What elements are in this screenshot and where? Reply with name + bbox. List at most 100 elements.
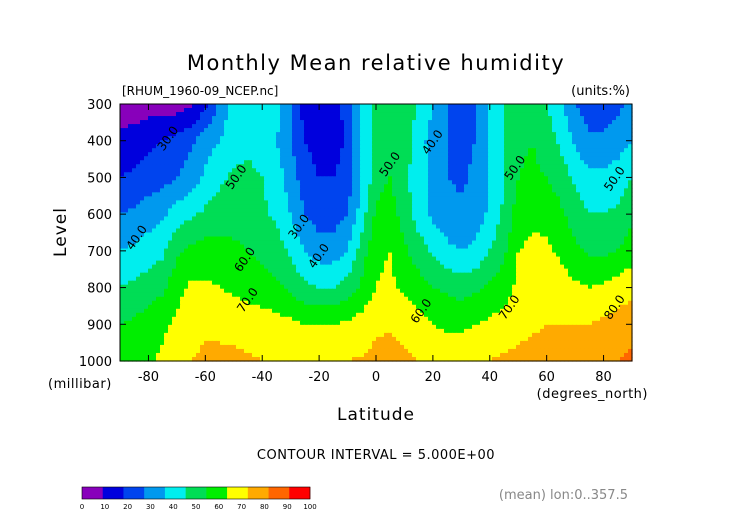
field-cell	[232, 164, 237, 169]
field-cell	[476, 192, 481, 197]
field-cell	[496, 104, 501, 109]
field-cell	[208, 228, 213, 234]
field-cell	[264, 156, 269, 161]
field-cell	[288, 104, 293, 109]
field-cell	[304, 244, 309, 250]
field-cell	[368, 156, 373, 161]
field-cell	[448, 224, 453, 230]
field-cell	[516, 124, 521, 129]
field-cell	[564, 224, 569, 230]
field-cell	[608, 208, 613, 214]
field-cell	[448, 176, 453, 181]
field-cell	[204, 136, 209, 141]
field-cell	[584, 208, 589, 214]
field-cell	[524, 148, 529, 153]
field-cell	[444, 224, 449, 230]
field-cell	[456, 208, 461, 214]
field-cell	[348, 208, 353, 214]
field-cell	[544, 124, 549, 129]
field-cell	[284, 112, 289, 117]
field-cell	[268, 196, 273, 201]
field-cell	[172, 164, 177, 169]
field-cell	[460, 172, 465, 177]
field-cell	[120, 236, 125, 242]
field-cell	[248, 188, 253, 193]
field-cell	[340, 196, 345, 201]
field-cell	[192, 152, 197, 157]
field-cell	[200, 192, 205, 197]
field-cell	[316, 112, 321, 117]
field-cell	[336, 224, 341, 230]
field-cell	[548, 128, 553, 133]
field-cell	[540, 252, 545, 258]
field-cell	[420, 148, 425, 153]
field-cell	[588, 140, 593, 145]
field-cell	[544, 112, 549, 117]
field-cell	[276, 172, 281, 177]
field-cell	[216, 188, 221, 193]
field-cell	[232, 200, 237, 205]
field-cell	[444, 148, 449, 153]
field-cell	[172, 232, 177, 238]
field-cell	[280, 204, 285, 210]
field-cell	[444, 192, 449, 197]
field-cell	[268, 220, 273, 226]
field-cell	[532, 152, 537, 157]
field-cell	[500, 248, 505, 254]
field-cell	[416, 192, 421, 197]
field-cell	[204, 252, 209, 258]
field-cell	[176, 172, 181, 177]
field-cell	[292, 104, 297, 109]
field-cell	[348, 192, 353, 197]
field-cell	[496, 132, 501, 137]
field-cell	[564, 124, 569, 129]
field-cell	[232, 108, 237, 113]
field-cell	[456, 192, 461, 197]
field-cell	[576, 172, 581, 177]
field-cell	[516, 188, 521, 193]
field-cell	[184, 120, 189, 125]
field-cell	[208, 156, 213, 161]
field-cell	[516, 204, 521, 210]
field-cell	[596, 132, 601, 137]
field-cell	[432, 152, 437, 157]
field-cell	[628, 232, 633, 238]
field-cell	[256, 108, 261, 113]
field-cell	[156, 140, 161, 145]
field-cell	[524, 132, 529, 137]
field-cell	[172, 216, 177, 222]
field-cell	[252, 168, 257, 173]
field-cell	[424, 164, 429, 169]
field-cell	[136, 116, 141, 121]
field-cell	[608, 124, 613, 129]
field-cell	[544, 208, 549, 214]
field-cell	[296, 212, 301, 218]
field-cell	[176, 196, 181, 201]
field-cell	[220, 252, 225, 258]
field-cell	[244, 248, 249, 254]
field-cell	[280, 108, 285, 113]
field-cell	[500, 228, 505, 234]
field-cell	[164, 104, 169, 109]
field-cell	[324, 136, 329, 141]
field-cell	[336, 248, 341, 254]
field-cell	[588, 104, 593, 109]
field-cell	[240, 192, 245, 197]
field-cell	[124, 236, 129, 242]
field-cell	[176, 256, 181, 262]
field-cell	[560, 124, 565, 129]
field-cell	[256, 156, 261, 161]
field-cell	[532, 140, 537, 145]
field-cell	[444, 116, 449, 121]
field-cell	[568, 132, 573, 137]
field-cell	[144, 216, 149, 222]
field-cell	[280, 160, 285, 165]
field-cell	[248, 176, 253, 181]
field-cell	[540, 176, 545, 181]
field-cell	[504, 236, 509, 242]
field-cell	[184, 172, 189, 177]
field-cell	[296, 152, 301, 157]
field-cell	[256, 180, 261, 185]
field-cell	[200, 168, 205, 173]
field-cell	[432, 104, 437, 109]
